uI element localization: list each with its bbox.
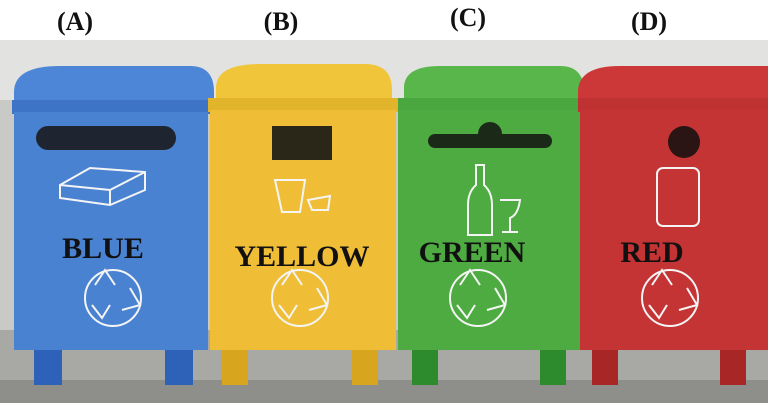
photo-figure: (A) (B) (C) (D) BLUE YELLOW GREEN RED	[0, 0, 768, 403]
bin-label: YELLOW	[234, 240, 369, 273]
bin-letter: (B)	[264, 7, 299, 36]
bin-letter: (D)	[631, 7, 667, 36]
green-bin	[398, 66, 584, 385]
shadow	[0, 380, 768, 403]
yellow-bin	[208, 64, 398, 385]
bin-label: RED	[620, 236, 683, 269]
bin-letter: (A)	[57, 7, 93, 36]
bin-label: GREEN	[419, 236, 526, 269]
blue-bin	[12, 66, 214, 385]
bin-letter: (C)	[450, 3, 486, 32]
bin-label: BLUE	[62, 232, 144, 265]
red-bin	[578, 66, 768, 385]
